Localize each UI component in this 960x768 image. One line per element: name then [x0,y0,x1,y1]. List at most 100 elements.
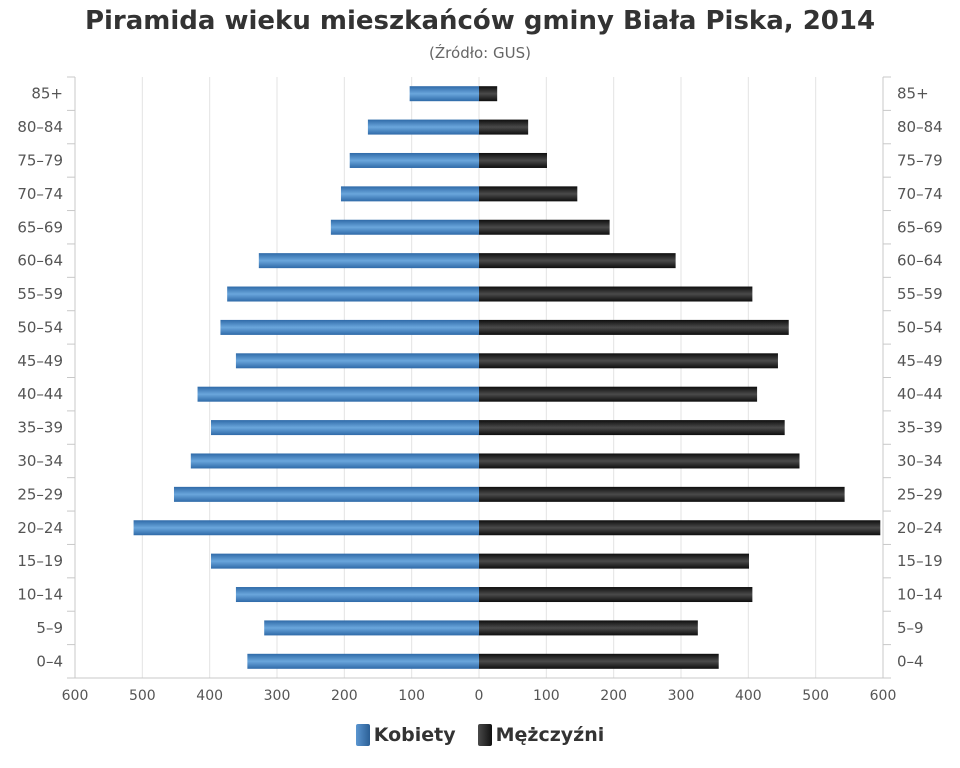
category-label-left: 60–64 [17,252,63,270]
bar-male-17[interactable] [479,653,719,669]
legend-item-female[interactable]: Kobiety [355,724,456,746]
x-tick-label: 500 [802,688,829,704]
bar-female-1[interactable] [367,119,479,135]
bar-female-8[interactable] [235,353,479,369]
category-label-right: 25–29 [897,485,943,503]
x-tick-label: 0 [475,688,484,704]
bar-male-14[interactable] [479,553,750,569]
x-tick-label: 100 [533,688,560,704]
category-label-right: 65–69 [897,218,943,236]
bar-female-13[interactable] [133,520,479,536]
category-label-right: 60–64 [897,252,943,270]
bar-male-6[interactable] [479,286,753,302]
bar-female-6[interactable] [227,286,479,302]
bar-male-7[interactable] [479,319,789,335]
x-tick-label: 100 [398,688,425,704]
category-label-left: 5–9 [36,619,63,637]
x-tick-label: 200 [331,688,358,704]
category-label-right: 10–14 [897,586,943,604]
bar-female-2[interactable] [349,152,479,168]
legend-label-male: Mężczyźni [495,724,605,746]
category-label-left: 75–79 [17,151,63,169]
bar-male-4[interactable] [479,219,610,235]
category-label-right: 5–9 [897,619,924,637]
bar-male-11[interactable] [479,453,800,469]
bar-female-5[interactable] [258,253,479,269]
grid-lines [141,77,817,678]
bar-female-14[interactable] [211,553,479,569]
bar-male-10[interactable] [479,420,785,436]
category-label-right: 40–44 [897,385,943,403]
category-label-right: 45–49 [897,352,943,370]
category-label-left: 50–54 [17,318,63,336]
category-label-left: 15–19 [17,552,63,570]
legend-item-male[interactable]: Mężczyźni [477,724,605,746]
bar-female-11[interactable] [190,453,479,469]
x-tick-label: 300 [264,688,291,704]
category-label-left: 35–39 [17,419,63,437]
x-tick-label: 400 [735,688,762,704]
bar-male-1[interactable] [479,119,529,135]
category-label-right: 20–24 [897,519,943,537]
x-tick-label: 600 [62,688,89,704]
category-label-left: 70–74 [17,185,63,203]
category-label-right: 15–19 [897,552,943,570]
bar-male-9[interactable] [479,386,758,402]
category-label-right: 30–34 [897,452,943,470]
bar-male-13[interactable] [479,520,881,536]
legend: Kobiety Mężczyźni [0,724,960,746]
category-label-right: 75–79 [897,151,943,169]
x-tick-label: 200 [600,688,627,704]
bar-male-16[interactable] [479,620,698,636]
category-label-right: 50–54 [897,318,943,336]
bar-female-7[interactable] [220,319,479,335]
category-label-left: 65–69 [17,218,63,236]
x-tick-label: 500 [129,688,156,704]
category-label-left: 10–14 [17,586,63,604]
bar-female-4[interactable] [330,219,479,235]
category-label-right: 85+ [897,85,929,103]
bar-female-15[interactable] [235,587,479,603]
category-label-left: 85+ [31,85,63,103]
bar-male-8[interactable] [479,353,778,369]
bar-male-0[interactable] [479,86,498,102]
bar-male-2[interactable] [479,152,548,168]
bar-female-9[interactable] [197,386,479,402]
bar-male-12[interactable] [479,486,845,502]
category-label-left: 30–34 [17,452,63,470]
category-label-left: 45–49 [17,352,63,370]
bar-female-10[interactable] [211,420,479,436]
bar-female-16[interactable] [264,620,479,636]
category-label-right: 80–84 [897,118,943,136]
x-tick-label: 600 [870,688,897,704]
bar-female-12[interactable] [173,486,480,502]
axes [67,76,891,679]
category-label-left: 80–84 [17,118,63,136]
category-label-right: 0–4 [897,652,924,670]
tick-labels: 600 500 400 300 200 100 0 100 200 300 400 500 600 85+… [17,85,942,704]
legend-label-female: Kobiety [373,724,456,746]
category-label-left: 40–44 [17,385,63,403]
category-label-left: 0–4 [36,652,63,670]
x-tick-label: 300 [668,688,695,704]
category-label-right: 35–39 [897,419,943,437]
category-label-left: 20–24 [17,519,63,537]
category-label-right: 55–59 [897,285,943,303]
bars [133,86,881,669]
chart-title: Piramida wieku mieszkańców gminy Biała P… [84,6,876,36]
bar-female-0[interactable] [409,86,479,102]
chart-subtitle: (Źródło: GUS) [429,44,531,62]
bar-female-3[interactable] [340,186,479,202]
category-label-left: 55–59 [17,285,63,303]
category-label-left: 25–29 [17,485,63,503]
bar-male-5[interactable] [479,253,676,269]
legend-swatch-male [477,724,492,746]
bar-male-15[interactable] [479,587,753,603]
legend-swatch-female [355,724,370,746]
x-tick-label: 400 [196,688,223,704]
bar-female-17[interactable] [247,653,479,669]
category-label-right: 70–74 [897,185,943,203]
bar-male-3[interactable] [479,186,578,202]
